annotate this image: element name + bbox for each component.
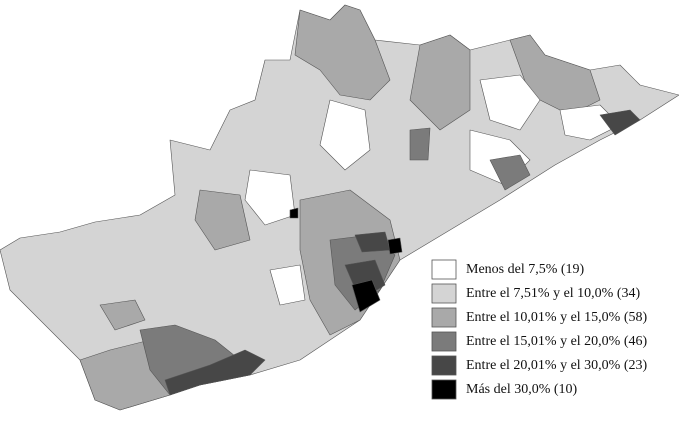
legend: Menos del 7,5% (19) Entre el 7,51% y el 1… xyxy=(431,259,648,400)
region xyxy=(489,154,531,191)
region xyxy=(244,169,296,226)
region xyxy=(387,237,403,255)
legend-swatch xyxy=(431,283,457,304)
region xyxy=(194,189,251,251)
region xyxy=(599,109,641,136)
region xyxy=(99,299,146,331)
legend-label: Más del 30,0% (10) xyxy=(466,382,578,397)
region xyxy=(409,34,471,131)
legend-swatch xyxy=(431,331,457,352)
region xyxy=(269,264,306,306)
legend-label: Entre el 20,01% y el 30,0% (23) xyxy=(466,358,648,373)
legend-label: Entre el 10,01% y el 15,0% (58) xyxy=(466,310,648,325)
legend-label: Entre el 7,51% y el 10,0% (34) xyxy=(466,286,641,301)
map-regions xyxy=(0,4,679,411)
region xyxy=(289,207,299,219)
region xyxy=(164,349,266,396)
legend-swatch xyxy=(431,259,457,280)
legend-label: Entre el 15,01% y el 20,0% (46) xyxy=(466,334,648,349)
legend-swatch xyxy=(431,379,457,400)
region xyxy=(559,104,621,141)
legend-label: Menos del 7,5% (19) xyxy=(466,262,585,277)
region xyxy=(409,127,431,161)
region xyxy=(319,99,371,171)
legend-swatch xyxy=(431,355,457,376)
region xyxy=(294,4,391,101)
legend-swatch xyxy=(431,307,457,328)
region xyxy=(479,74,541,131)
region xyxy=(351,279,381,313)
